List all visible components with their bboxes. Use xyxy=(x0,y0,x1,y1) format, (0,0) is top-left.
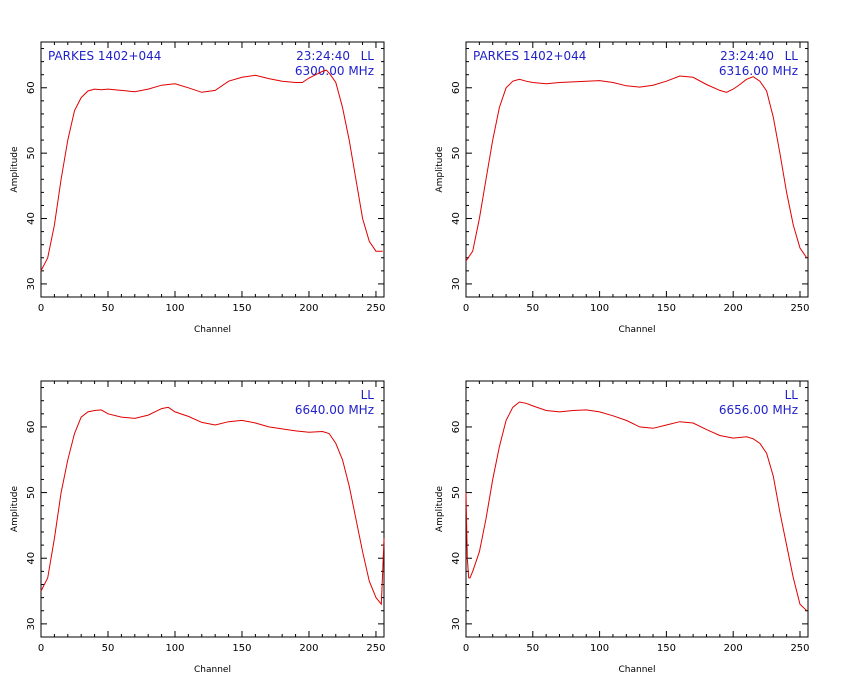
x-tick-label: 200 xyxy=(299,643,318,654)
y-axis-label: Amplitude xyxy=(10,485,20,532)
y-tick-label: 60 xyxy=(451,81,462,94)
x-tick-label: 200 xyxy=(299,303,318,314)
x-axis-label: Channel xyxy=(619,325,656,335)
timestamp: 23:24:40 xyxy=(720,49,774,63)
x-tick-label: 250 xyxy=(790,643,809,654)
polarization-label: LL xyxy=(361,388,375,402)
x-tick-label: 0 xyxy=(38,303,44,314)
x-tick-label: 150 xyxy=(657,643,676,654)
polarization-label: LL xyxy=(785,388,799,402)
y-tick-label: 50 xyxy=(26,486,37,499)
y-axis-label: Amplitude xyxy=(435,485,445,532)
y-tick-label: 60 xyxy=(26,421,37,434)
polarization-label: LL xyxy=(361,49,375,63)
x-tick-label: 50 xyxy=(102,303,115,314)
y-tick-label: 60 xyxy=(451,421,462,434)
x-tick-label: 0 xyxy=(38,643,44,654)
amplitude-trace xyxy=(40,69,383,272)
plot-frame xyxy=(40,380,385,638)
x-axis-label: Channel xyxy=(194,665,231,675)
x-axis-label: Channel xyxy=(619,665,656,675)
frequency-label: 6656.00 MHz xyxy=(719,403,798,417)
source-name: PARKES 1402+044 xyxy=(473,49,586,63)
x-axis-label: Channel xyxy=(194,325,231,335)
y-tick-label: 40 xyxy=(26,552,37,565)
y-tick-label: 50 xyxy=(451,486,462,499)
x-tick-label: 50 xyxy=(526,303,539,314)
y-tick-label: 30 xyxy=(451,618,462,631)
polarization-label: LL xyxy=(785,49,799,63)
y-axis-label: Amplitude xyxy=(435,146,445,193)
x-tick-label: 250 xyxy=(366,643,385,654)
y-tick-label: 40 xyxy=(26,212,37,225)
x-tick-label: 150 xyxy=(232,643,251,654)
amplitude-trace xyxy=(40,406,385,606)
x-tick-label: 200 xyxy=(724,303,743,314)
source-name: PARKES 1402+044 xyxy=(48,49,161,63)
y-axis-label: Amplitude xyxy=(10,146,20,193)
chart-panel-1: 0 50 100 150 200 250 30 40 50 60 Channel Amplitude P… xyxy=(10,41,386,335)
x-tick-label: 100 xyxy=(590,643,609,654)
y-tick-label: 30 xyxy=(26,618,37,631)
amplitude-trace xyxy=(465,401,808,612)
plot-frame xyxy=(465,380,809,638)
x-tick-label: 150 xyxy=(232,303,251,314)
timestamp: 23:24:40 xyxy=(296,49,350,63)
frequency-label: 6300.00 MHz xyxy=(295,64,374,78)
x-tick-label: 0 xyxy=(463,303,469,314)
chart-panel-2: 0 50 100 150 200 250 30 40 50 60 Channel Amplitude P… xyxy=(435,41,810,335)
x-tick-label: 50 xyxy=(102,643,115,654)
chart-panel-3: 0 50 100 150 200 250 30 40 50 60 Channel Amplitude L… xyxy=(10,380,386,675)
x-tick-label: 100 xyxy=(590,303,609,314)
y-tick-label: 40 xyxy=(451,212,462,225)
y-tick-label: 50 xyxy=(451,147,462,160)
x-tick-label: 50 xyxy=(526,643,539,654)
amplitude-trace xyxy=(465,75,808,262)
chart-panel-4: 0 50 100 150 200 250 30 40 50 60 Channel Amplitude L… xyxy=(435,380,810,675)
y-tick-label: 30 xyxy=(451,278,462,291)
x-tick-label: 150 xyxy=(657,303,676,314)
plot-frame xyxy=(40,41,385,298)
y-tick-label: 60 xyxy=(26,81,37,94)
x-tick-label: 250 xyxy=(366,303,385,314)
frequency-label: 6316.00 MHz xyxy=(719,64,798,78)
y-tick-label: 50 xyxy=(26,147,37,160)
x-tick-label: 200 xyxy=(724,643,743,654)
y-tick-label: 30 xyxy=(26,278,37,291)
x-tick-label: 100 xyxy=(165,643,184,654)
plot-frame xyxy=(465,41,809,298)
x-tick-label: 0 xyxy=(463,643,469,654)
x-tick-label: 100 xyxy=(165,303,184,314)
x-tick-label: 250 xyxy=(790,303,809,314)
y-tick-label: 40 xyxy=(451,552,462,565)
frequency-label: 6640.00 MHz xyxy=(295,403,374,417)
